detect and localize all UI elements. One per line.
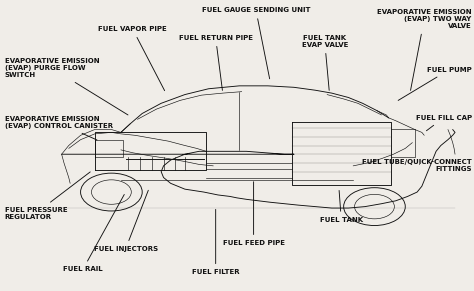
Text: FUEL GAUGE SENDING UNIT: FUEL GAUGE SENDING UNIT (202, 7, 310, 79)
Text: FUEL TANK: FUEL TANK (320, 191, 363, 223)
Text: FUEL RETURN PIPE: FUEL RETURN PIPE (179, 35, 253, 91)
Text: EVAPORATIVE EMISSION
(EVAP) PURGE FLOW
SWITCH: EVAPORATIVE EMISSION (EVAP) PURGE FLOW S… (5, 58, 128, 115)
Text: FUEL FILTER: FUEL FILTER (192, 210, 239, 275)
Text: FUEL INJECTORS: FUEL INJECTORS (93, 190, 158, 252)
Text: FUEL PUMP: FUEL PUMP (398, 67, 471, 100)
Text: FUEL VAPOR PIPE: FUEL VAPOR PIPE (98, 26, 167, 91)
Text: FUEL FEED PIPE: FUEL FEED PIPE (223, 182, 284, 246)
Text: EVAPORATIVE EMISSION
(EVAP) CONTROL CANISTER: EVAPORATIVE EMISSION (EVAP) CONTROL CANI… (5, 116, 113, 140)
Text: EVAPORATIVE EMISSION
(EVAP) TWO WAY
VALVE: EVAPORATIVE EMISSION (EVAP) TWO WAY VALV… (377, 9, 472, 91)
Text: FUEL TUBE/QUICK-CONNECT
FITTINGS: FUEL TUBE/QUICK-CONNECT FITTINGS (362, 159, 472, 172)
Text: FUEL FILL CAP: FUEL FILL CAP (416, 115, 472, 131)
Text: FUEL PRESSURE
REGULATOR: FUEL PRESSURE REGULATOR (5, 172, 90, 220)
Text: FUEL TANK
EVAP VALVE: FUEL TANK EVAP VALVE (301, 35, 348, 91)
Text: FUEL RAIL: FUEL RAIL (63, 194, 124, 272)
